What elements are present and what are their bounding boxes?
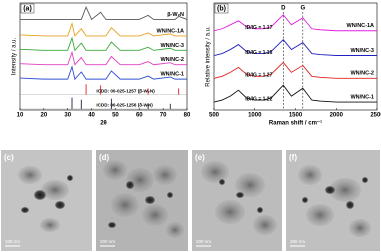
chart-title: (a) [23,6,32,13]
y-axis-label: Relative intensity / a.u. [206,26,212,87]
series-line [19,65,187,81]
series-line [213,38,377,56]
x-tick-label: 10 [17,113,24,119]
x-tick-label: 30 [64,113,71,119]
series-label: WN/NC-3 [160,43,184,49]
series-label: WN/NC-1A [347,23,375,29]
reference-label: ICDD: 00-025-1256 (δ-WN) [96,103,153,108]
x-tick-label: 80 [184,113,191,119]
reference-label: ICDD: 00-025-1257 (β-W₂N) [96,88,155,93]
x-tick-label: 500 [209,113,220,119]
x-tick-label: 50 [112,113,119,119]
scale-label: 100 nm [5,239,20,244]
scale-label: 200 nm [100,239,115,244]
x-axis-label: 2θ [100,121,107,127]
series-line [19,21,187,37]
tem-image-f [286,150,380,251]
series-line [213,14,377,32]
plot-frame [19,2,188,111]
ratio-annotation: ID/IG = 1.17 [245,25,272,31]
series-label: WN/NC-2 [350,71,374,77]
scale-label: 200 nm [196,239,211,244]
x-tick-label: 2500 [370,113,381,119]
series-label: WN/NC-2 [160,57,184,63]
series-line [19,36,187,52]
x-tick-label: 40 [88,113,95,119]
tem-image-c [1,150,92,251]
tem-image-d [96,150,188,251]
series-label: WN/NC-1A [157,28,185,34]
series-label: WN/NC-1 [160,72,184,78]
chart-title: (b) [217,6,226,13]
scale-label: 200 nm [290,239,305,244]
tem-image-e [192,150,282,251]
panel-label: (f) [289,153,297,162]
series-line [213,61,377,79]
y-axis-label: Intensity / a.u. [12,37,18,75]
series-line [20,5,188,21]
x-tick-label: 60 [136,113,143,119]
panel-label: (c) [4,153,14,162]
series-line [213,84,377,103]
x-tick-label: 70 [160,113,167,119]
ratio-annotation: ID/IG = 1.22 [245,96,272,102]
x-tick-label: 20 [41,113,48,119]
x-tick-label: 1000 [248,113,262,119]
x-tick-label: 1500 [289,113,303,119]
title-box [214,3,229,14]
title-box [20,3,35,14]
x-axis-label: Raman shift / cm⁻¹ [269,120,322,127]
peak-label: D [281,6,286,12]
panel-label: (e) [195,153,205,162]
series-label: β-W₂N [167,12,184,18]
peak-label: G [300,6,305,12]
x-tick-label: 2000 [330,113,344,119]
ratio-annotation: ID/IG = 1.27 [245,73,272,79]
series-line [19,50,187,66]
panel-label: (d) [99,153,110,162]
series-label: WN/NC-3 [350,48,374,54]
series-label: WN/NC-1 [350,95,374,101]
ratio-annotation: ID/IG = 1.16 [245,50,272,56]
